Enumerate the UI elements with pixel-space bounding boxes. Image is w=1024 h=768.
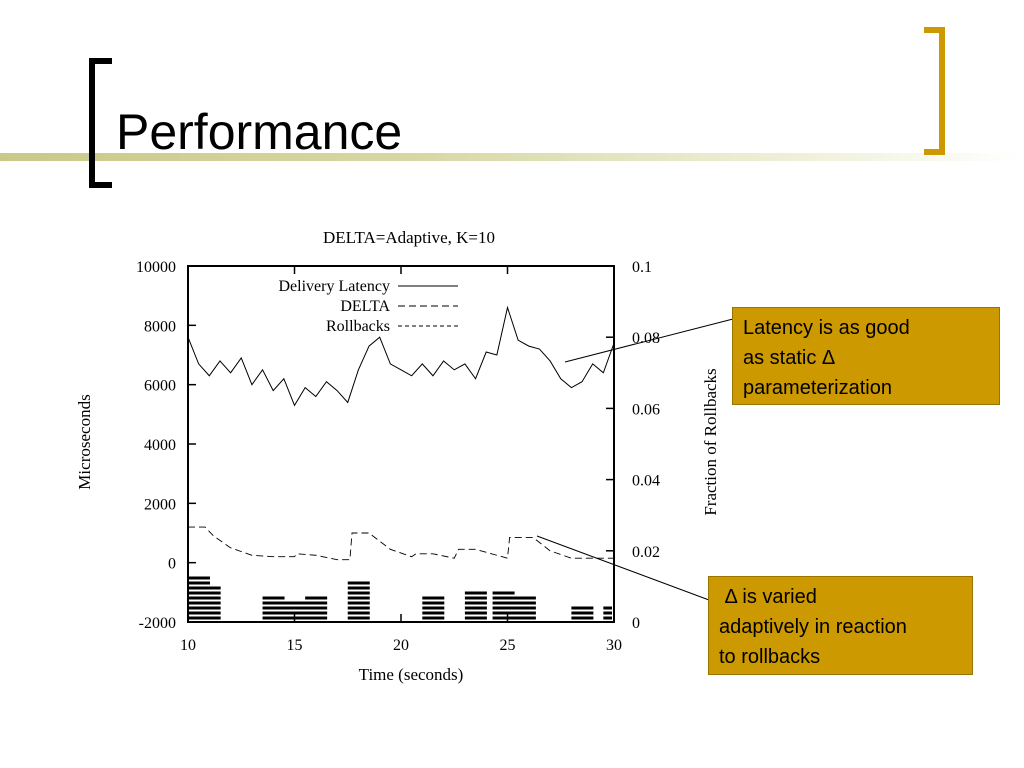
- callout-line: as static Δ: [743, 347, 836, 369]
- left-bracket-icon: [89, 58, 112, 188]
- x-tick-label: 10: [180, 637, 196, 654]
- callout-line: adaptively in reaction: [719, 616, 907, 638]
- y-tick-label: 6000: [144, 378, 176, 395]
- y-tick-label: 8000: [144, 318, 176, 335]
- plot-frame: [187, 265, 615, 623]
- series-line: [188, 526, 614, 561]
- legend-label: DELTA: [340, 298, 390, 315]
- latency-callout: Latency is as good as static Δ parameter…: [732, 307, 1000, 405]
- callout-pointer: [536, 535, 710, 601]
- y-tick-label: 2000: [144, 496, 176, 513]
- legend-label: Delivery Latency: [279, 278, 391, 295]
- callout-line: Δ is varied: [719, 586, 817, 608]
- y2-tick-label: 0.04: [632, 473, 660, 490]
- delta-callout: Δ is varied adaptively in reaction to ro…: [708, 576, 973, 675]
- y2-tick-label: 0: [632, 615, 640, 632]
- callout-line: to rollbacks: [719, 646, 821, 668]
- y-tick-label: 0: [168, 556, 176, 573]
- x-axis-label: Time (seconds): [359, 665, 464, 684]
- y2-tick-label: 0.06: [632, 401, 660, 418]
- legend-label: Rollbacks: [326, 318, 390, 335]
- title-underline-bar: [0, 153, 1024, 161]
- x-tick-label: 20: [393, 637, 409, 654]
- x-tick-label: 15: [287, 637, 303, 654]
- x-tick-label: 30: [606, 637, 622, 654]
- x-tick-label: 25: [500, 637, 516, 654]
- y2-tick-label: 0.1: [632, 259, 652, 276]
- series-line: [187, 305, 615, 407]
- y2-tick-label: 0.02: [632, 544, 660, 561]
- callout-line: Latency is as good: [743, 317, 910, 339]
- chart-title: DELTA=Adaptive, K=10: [323, 228, 495, 247]
- y2-axis-label: Fraction of Rollbacks: [701, 368, 720, 515]
- page-title: Performance: [116, 104, 403, 160]
- y-tick-label: -2000: [139, 615, 176, 632]
- callout-line: parameterization: [743, 377, 892, 399]
- callout-pointer: [564, 318, 734, 363]
- y-axis-label: Microseconds: [75, 394, 94, 489]
- y-tick-label: 4000: [144, 437, 176, 454]
- right-bracket-icon: [924, 27, 945, 155]
- y-tick-label: 10000: [136, 259, 176, 276]
